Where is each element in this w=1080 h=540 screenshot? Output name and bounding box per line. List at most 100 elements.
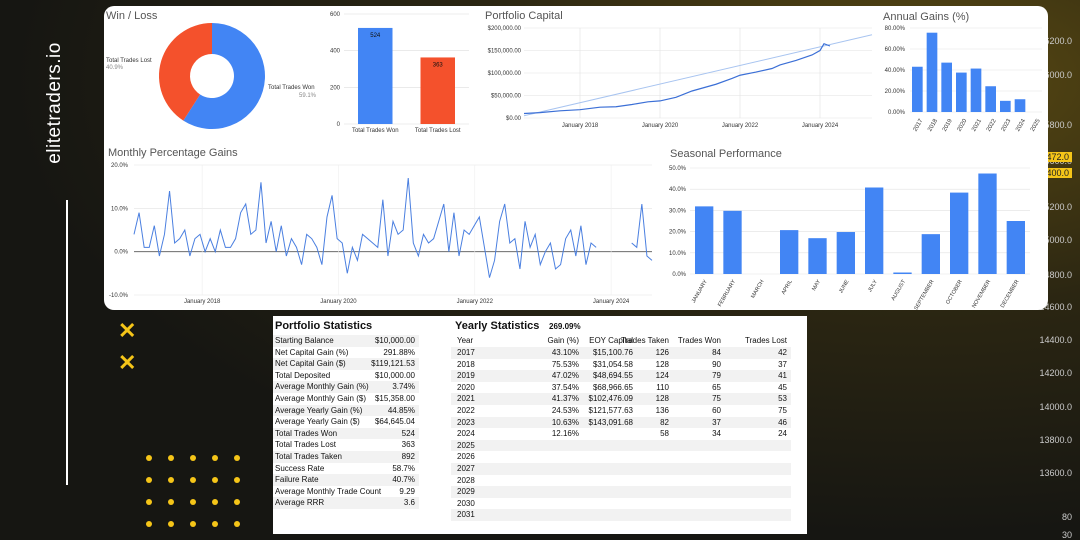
y-tick-label: 20.00% xyxy=(885,89,906,95)
decoration-dot xyxy=(190,477,196,483)
stats-value: 40.7% xyxy=(392,475,415,485)
stats-value: 44.85% xyxy=(387,405,415,415)
table-cell: 136 xyxy=(655,406,669,415)
bar xyxy=(926,32,938,113)
table-cell: 2030 xyxy=(457,498,475,508)
price-tick-label: 13800.0 xyxy=(1039,435,1072,445)
decoration-dot xyxy=(212,521,218,527)
table-cell: 37.54% xyxy=(551,382,579,392)
decoration-dot xyxy=(212,455,218,461)
y-tick-label: 40.00% xyxy=(885,68,906,74)
stats-label: Average Monthly Trade Count xyxy=(275,486,382,496)
decoration-dot xyxy=(190,455,196,461)
x-tick-label: MAY xyxy=(811,279,822,292)
stats-label: Starting Balance xyxy=(275,336,334,345)
x-tick-label: 2018 xyxy=(927,118,939,133)
table-cell: 128 xyxy=(655,359,669,369)
y-tick-label: $0.00 xyxy=(506,116,522,122)
table-row: 2031 xyxy=(451,509,791,521)
stats-row: Average Monthly Gain (%) 3.74% xyxy=(273,381,419,393)
pie-label: Total Trades Won xyxy=(268,85,315,91)
table-cell: $48,694.55 xyxy=(592,371,633,381)
table-cell: 84 xyxy=(712,348,721,357)
stats-row: Average Yearly Gain ($) $64,645.04 xyxy=(273,416,419,428)
stats-value: 291.88% xyxy=(383,347,415,357)
stats-label: Success Rate xyxy=(275,463,325,473)
table-cell: $68,966.65 xyxy=(592,382,633,392)
bar xyxy=(808,238,827,274)
y-tick-label: 0.0% xyxy=(672,272,686,278)
x-tick-label: 2017 xyxy=(913,118,925,133)
y-tick-label: -10.0% xyxy=(109,293,129,299)
table-cell: 46 xyxy=(778,417,787,427)
brand-text: elitetraders.io xyxy=(43,42,65,164)
table-cell: 65 xyxy=(712,382,721,392)
x-tick-label: Total Trades Won xyxy=(352,128,399,134)
table-row: 2029 xyxy=(451,486,791,498)
series-line xyxy=(133,177,597,278)
table-cell: $121,577.63 xyxy=(588,406,634,415)
table-cell: $31,054.58 xyxy=(592,359,633,369)
table-cell: 2017 xyxy=(457,348,475,357)
table-row: 2018 75.53% $31,054.58 128 90 37 xyxy=(451,359,791,371)
price-tick-label: 15000.0 xyxy=(1039,235,1072,245)
table-cell: 2020 xyxy=(457,382,475,392)
x-tick-label: January 2024 xyxy=(593,299,630,305)
stats-value: 363 xyxy=(401,440,415,450)
y-tick-label: 0 xyxy=(337,122,341,128)
pie-value: 40.9% xyxy=(106,65,124,71)
decoration-dot xyxy=(168,499,174,505)
price-tick-label: 14400.0 xyxy=(1039,335,1072,345)
stats-value: $15,358.00 xyxy=(374,394,415,403)
table-row: 2024 12.16% 58 34 24 xyxy=(451,428,791,440)
price-tick-label: 15400.0 xyxy=(1033,168,1072,178)
y-tick-label: $150,000.00 xyxy=(488,49,522,55)
y-tick-label: 20.0% xyxy=(669,230,687,236)
charts-svg: Win / Loss Total Trades Won 59.1% Total Tra… xyxy=(106,10,1042,311)
x-tick-label: January 2022 xyxy=(722,123,759,129)
series-line xyxy=(523,43,831,115)
stats-label: Average Yearly Gain (%) xyxy=(275,405,363,415)
table-cell: 75.53% xyxy=(551,359,579,369)
decoration-dot xyxy=(234,521,240,527)
stats-row: Total Trades Taken 892 xyxy=(273,451,419,463)
table-cell: 2026 xyxy=(457,452,475,462)
chart-title: Win / Loss xyxy=(106,10,158,22)
x-tick-label: 2023 xyxy=(1001,118,1013,133)
table-cell: 24 xyxy=(778,429,787,439)
y-tick-label: 400 xyxy=(330,49,341,55)
decoration-dot xyxy=(146,521,152,527)
x-tick-label: 2024 xyxy=(1015,118,1027,133)
price-tick-label: 14600.0 xyxy=(1039,302,1072,312)
price-tick-label: 15472.0 xyxy=(1033,152,1072,162)
bar xyxy=(912,66,923,112)
table-row: 2025 xyxy=(451,439,791,452)
pie-slice xyxy=(183,23,265,129)
stats-row: Net Capital Gain ($) $119,121.53 xyxy=(273,358,419,370)
table-cell: 75 xyxy=(712,394,721,404)
bar xyxy=(941,62,952,112)
table-cell: 2022 xyxy=(457,406,475,415)
stats-label: Average Monthly Gain ($) xyxy=(275,394,367,403)
table-cell: 41 xyxy=(778,371,787,381)
price-tick-label: 16000.0 xyxy=(1039,70,1072,80)
y-tick-label: $100,000.00 xyxy=(488,71,522,77)
table-cell: 60 xyxy=(712,406,721,415)
table-cell: 41.37% xyxy=(551,394,579,404)
x-tick-label: January 2020 xyxy=(642,123,679,129)
stats-row: Starting Balance $10,000.00 xyxy=(273,335,419,347)
trend-line xyxy=(523,34,873,117)
table-row: 2028 xyxy=(451,475,791,487)
bar xyxy=(358,27,393,124)
table-row: 2022 24.53% $121,577.63 136 60 75 xyxy=(451,405,791,417)
table-cell: Trades Lost xyxy=(745,336,787,345)
table-cell: 47.02% xyxy=(551,371,579,381)
table-cell: 53 xyxy=(778,394,787,404)
x-tick-label: APRIL xyxy=(781,279,794,296)
stats-value: $10,000.00 xyxy=(374,370,415,380)
x-tick-label: January 2024 xyxy=(802,123,839,129)
table-cell: 37 xyxy=(712,417,721,427)
table-cell: 128 xyxy=(655,394,669,404)
stats-row: Total Trades Won 524 xyxy=(273,427,419,440)
chart-title: Portfolio Capital xyxy=(485,10,563,22)
